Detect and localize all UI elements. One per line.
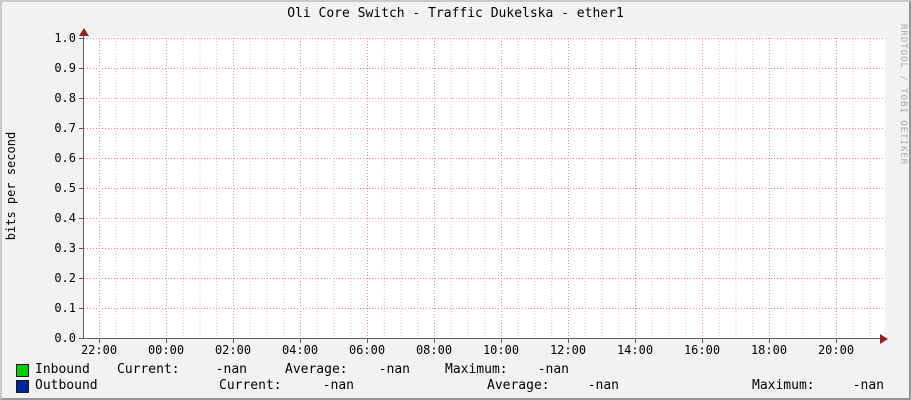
outbound-average-value: -nan — [587, 378, 619, 393]
x-tick-mark — [367, 339, 368, 343]
x-tick-label: 12:00 — [549, 343, 587, 357]
y-tick-label: 0.4 — [54, 211, 76, 225]
x-tick-label: 06:00 — [348, 343, 386, 357]
y-tick-label: 0.8 — [54, 91, 76, 105]
x-tick-label: 14:00 — [616, 343, 654, 357]
x-tick-mark — [300, 339, 301, 343]
x-tick-mark — [836, 339, 837, 343]
y-tick-label: 0.2 — [54, 271, 76, 285]
x-tick-label: 02:00 — [214, 343, 252, 357]
y-tick-mark — [79, 338, 83, 339]
inbound-label: Inbound — [35, 362, 90, 377]
x-tick-mark — [635, 339, 636, 343]
y-tick-label: 0.7 — [54, 121, 76, 135]
rrdtool-watermark: RRDTOOL / TOBI OETIKER — [898, 24, 908, 166]
x-tick-label: 18:00 — [750, 343, 788, 357]
y-tick-mark — [79, 218, 83, 219]
y-tick-label: 0.3 — [54, 241, 76, 255]
outbound-swatch — [16, 380, 29, 393]
y-tick-label: 0.9 — [54, 61, 76, 75]
y-tick-label: 0.1 — [54, 301, 76, 315]
x-tick-mark — [99, 339, 100, 343]
outbound-maximum-label: Maximum: — [752, 378, 815, 393]
x-tick-label: 10:00 — [482, 343, 520, 357]
x-tick-mark — [501, 339, 502, 343]
inbound-maximum-value: -nan — [537, 362, 569, 377]
x-axis-line — [83, 338, 884, 339]
outbound-maximum-value: -nan — [852, 378, 884, 393]
x-tick-mark — [568, 339, 569, 343]
inbound-swatch — [16, 364, 29, 377]
inbound-average-label: Average: — [285, 362, 348, 377]
y-tick-label: 0.5 — [54, 181, 76, 195]
x-tick-mark — [233, 339, 234, 343]
y-tick-mark — [79, 188, 83, 189]
x-tick-mark — [166, 339, 167, 343]
y-tick-mark — [79, 158, 83, 159]
outbound-current-value: -nan — [322, 378, 354, 393]
outbound-label: Outbound — [35, 378, 98, 393]
y-axis-arrow-icon — [79, 28, 89, 36]
x-tick-label: 22:00 — [80, 343, 118, 357]
y-tick-label: 0.0 — [54, 331, 76, 345]
x-tick-mark — [769, 339, 770, 343]
inbound-average-value: -nan — [378, 362, 410, 377]
x-tick-label: 20:00 — [817, 343, 855, 357]
inbound-current-value: -nan — [215, 362, 247, 377]
x-tick-label: 00:00 — [147, 343, 185, 357]
x-tick-label: 04:00 — [281, 343, 319, 357]
x-tick-label: 08:00 — [415, 343, 453, 357]
outbound-average-label: Average: — [487, 378, 550, 393]
y-tick-mark — [79, 248, 83, 249]
grid-lines — [84, 38, 885, 338]
x-tick-label: 16:00 — [683, 343, 721, 357]
outbound-current-label: Current: — [219, 378, 282, 393]
x-axis-arrow-icon — [880, 334, 888, 344]
y-axis-line — [83, 34, 84, 338]
x-tick-mark — [702, 339, 703, 343]
x-tick-mark — [434, 339, 435, 343]
inbound-current-label: Current: — [117, 362, 180, 377]
y-tick-label: 1.0 — [54, 31, 76, 45]
inbound-maximum-label: Maximum: — [445, 362, 508, 377]
y-tick-mark — [79, 68, 83, 69]
graph-title: Oli Core Switch - Traffic Dukelska - eth… — [287, 6, 624, 21]
y-tick-label: 0.6 — [54, 151, 76, 165]
y-tick-mark — [79, 278, 83, 279]
y-tick-mark — [79, 98, 83, 99]
plot-area — [84, 36, 885, 338]
y-tick-mark — [79, 38, 83, 39]
y-tick-mark — [79, 308, 83, 309]
y-tick-mark — [79, 128, 83, 129]
